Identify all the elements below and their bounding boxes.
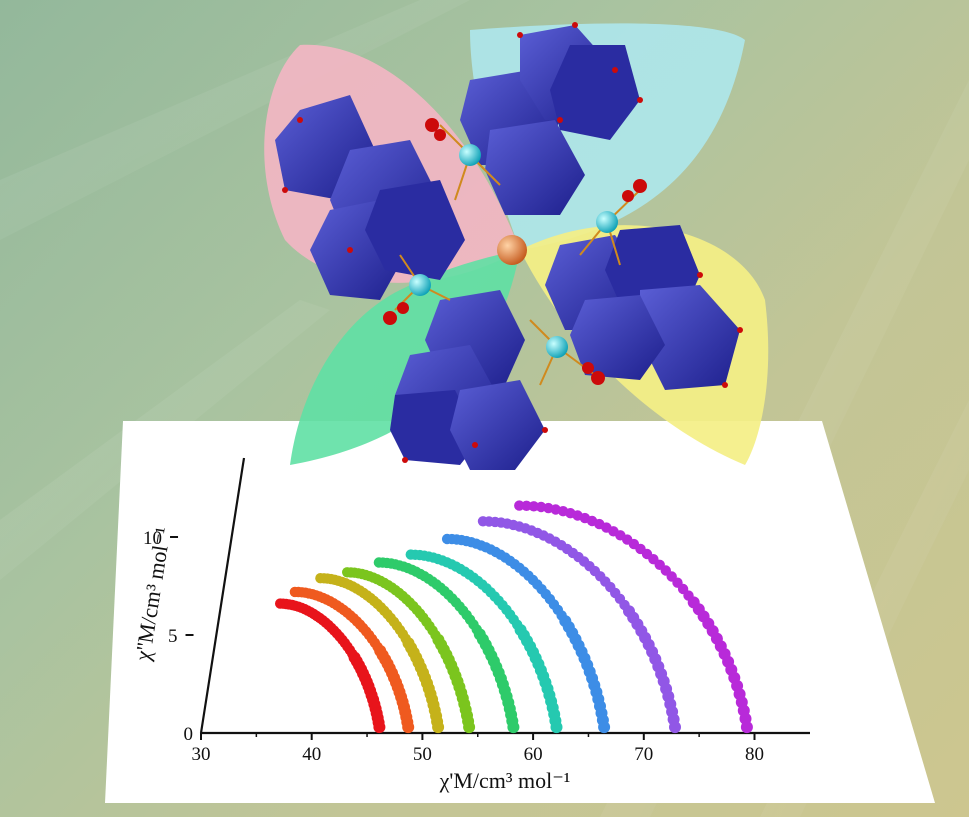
series-2 [289,586,415,734]
x-axis-title: χ'M/cm³ mol⁻¹ [439,768,571,793]
polyhedra-cluster-bottom [390,290,545,470]
floor-plane [105,421,935,803]
series-1 [275,598,386,734]
cyan-atom [409,274,431,296]
cyan-atom [459,144,481,166]
red-oxygen-atoms [282,22,743,463]
x-tick-label: 40 [302,744,321,765]
cyan-atom [546,336,568,358]
series-5 [373,557,520,734]
orange-atom [497,235,527,265]
polyhedra-cluster-right [545,225,740,390]
y-tick-label: 0 [184,724,194,745]
data-point [507,721,520,734]
chart-axes [199,457,810,735]
x-tick-label: 80 [745,744,764,765]
data-point [432,721,445,734]
series-9 [514,500,753,734]
data-point [550,721,563,734]
x-tick-label: 70 [634,744,653,765]
y-tick-label: 5 [168,626,178,647]
axis-ticks: 30 40 50 60 70 80 0 5 10 [143,528,764,765]
y-tick-label: 10 [143,528,162,549]
y-axis-line [199,457,246,734]
data-point [740,721,753,734]
data-series [275,500,753,734]
molecule-illustration [264,22,769,470]
data-point [669,721,681,734]
series-4 [342,567,476,734]
series-8 [477,516,681,734]
x-tick-label: 50 [413,744,432,765]
polyhedra-cluster-top [460,25,640,215]
series-6 [405,549,563,734]
x-tick-label: 30 [192,744,211,765]
cyan-atom [596,211,618,233]
data-point [463,721,476,734]
data-point [373,721,386,734]
series-7 [441,533,611,734]
data-point [598,721,611,734]
polyhedra-cluster-left [275,95,465,300]
data-point [402,721,415,734]
x-tick-label: 60 [524,744,543,765]
series-3 [315,573,445,734]
